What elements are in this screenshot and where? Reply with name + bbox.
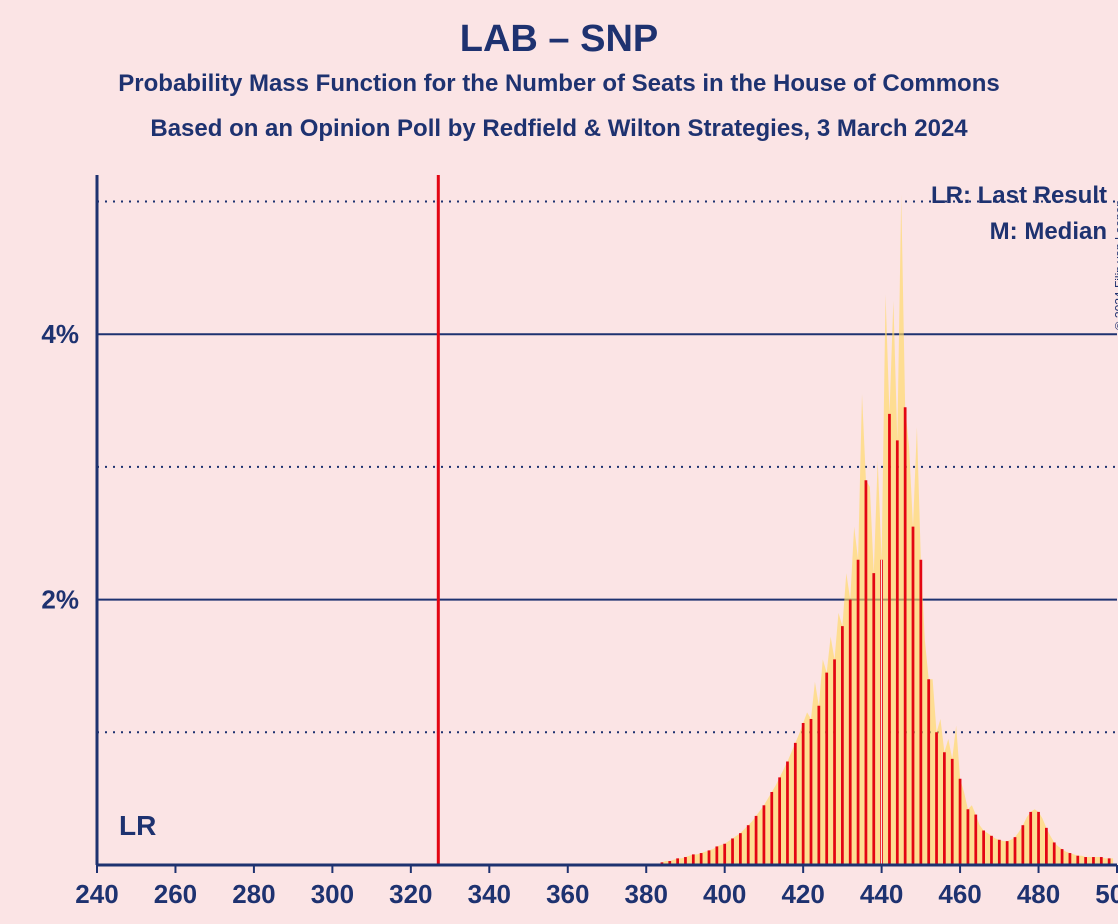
- x-tick-label: 440: [860, 879, 903, 909]
- x-tick-label: 340: [468, 879, 511, 909]
- chart-container: LAB – SNP Probability Mass Function for …: [0, 0, 1118, 924]
- x-tick-label: 400: [703, 879, 746, 909]
- x-tick-label: 260: [154, 879, 197, 909]
- legend-median: M: Median: [990, 218, 1107, 245]
- x-tick-label: 360: [546, 879, 589, 909]
- legend-last-result: LR: Last Result: [931, 182, 1107, 209]
- lr-marker-label: LR: [119, 810, 156, 841]
- x-tick-label: 280: [232, 879, 275, 909]
- pmf-fill: [662, 195, 1113, 865]
- y-tick-label: 4%: [41, 319, 79, 349]
- x-tick-label: 480: [1017, 879, 1060, 909]
- x-tick-label: 460: [938, 879, 981, 909]
- x-tick-label: 320: [389, 879, 432, 909]
- y-tick-label: 2%: [41, 585, 79, 615]
- x-tick-label: 300: [311, 879, 354, 909]
- x-tick-label: 380: [625, 879, 668, 909]
- plot-area: 2% 4% 240 260 280 300 320 340 360 380 400 420 440 460…: [0, 0, 1118, 924]
- x-tick-label: 500: [1095, 879, 1118, 909]
- x-tick-label: 420: [781, 879, 824, 909]
- x-tick-label: 240: [75, 879, 118, 909]
